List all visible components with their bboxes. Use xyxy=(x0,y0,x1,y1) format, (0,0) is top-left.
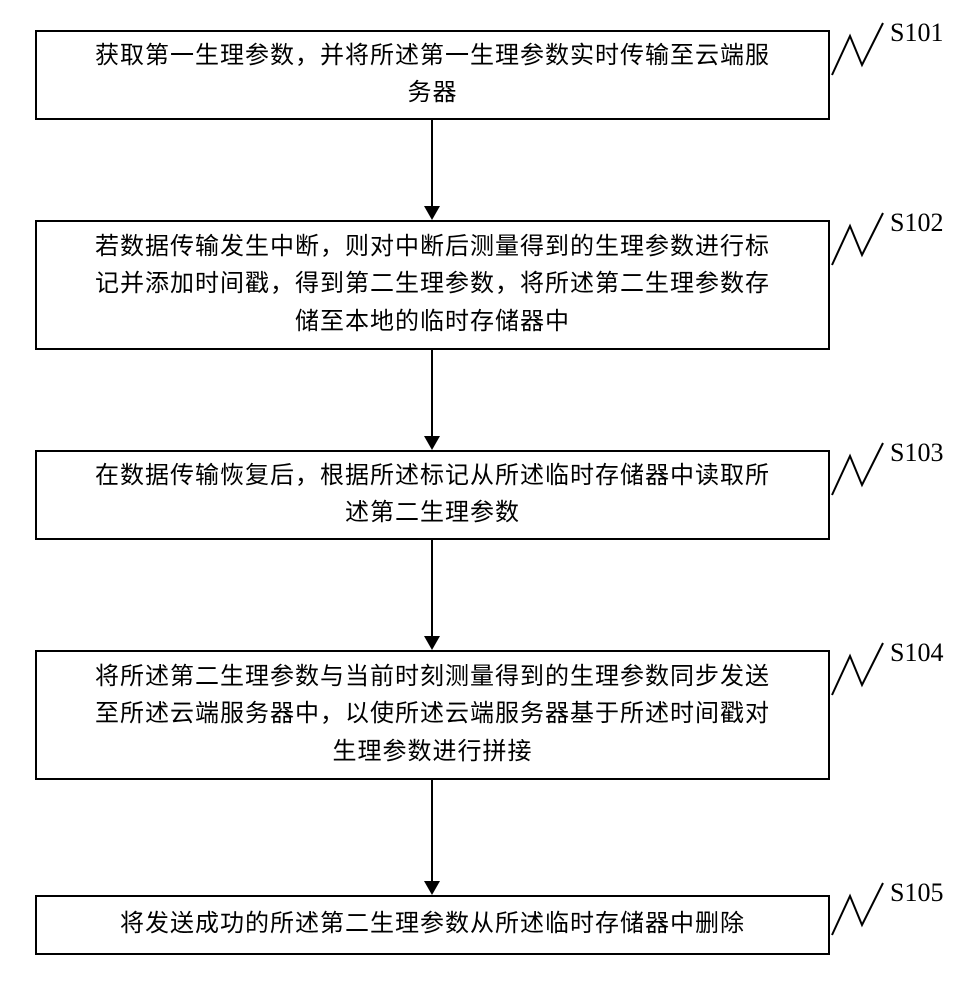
step-label-s105: S105 xyxy=(890,878,943,908)
zigzag-connector xyxy=(830,440,885,500)
step-label-s103: S103 xyxy=(890,438,943,468)
zigzag-connector xyxy=(830,640,885,700)
arrow-line xyxy=(431,780,433,881)
step-box-s105: 将发送成功的所述第二生理参数从所述临时存储器中删除 xyxy=(35,895,830,955)
step-box-s102: 若数据传输发生中断，则对中断后测量得到的生理参数进行标记并添加时间戳，得到第二生… xyxy=(35,220,830,350)
zigzag-icon xyxy=(830,640,885,700)
step-text: 将发送成功的所述第二生理参数从所述临时存储器中删除 xyxy=(120,906,745,943)
zigzag-icon xyxy=(830,880,885,940)
arrow-head-icon xyxy=(424,436,440,450)
step-box-s104: 将所述第二生理参数与当前时刻测量得到的生理参数同步发送至所述云端服务器中，以使所… xyxy=(35,650,830,780)
zigzag-icon xyxy=(830,210,885,270)
step-label-s104: S104 xyxy=(890,638,943,668)
step-label-s101: S101 xyxy=(890,18,943,48)
zigzag-connector xyxy=(830,880,885,940)
step-box-s103: 在数据传输恢复后，根据所述标记从所述临时存储器中读取所述第二生理参数 xyxy=(35,450,830,540)
zigzag-connector xyxy=(830,210,885,270)
arrow-head-icon xyxy=(424,881,440,895)
step-box-s101: 获取第一生理参数，并将所述第一生理参数实时传输至云端服务器 xyxy=(35,30,830,120)
zigzag-connector xyxy=(830,20,885,80)
arrow-head-icon xyxy=(424,206,440,220)
arrow-line xyxy=(431,540,433,636)
zigzag-icon xyxy=(830,440,885,500)
flowchart-canvas: 获取第一生理参数，并将所述第一生理参数实时传输至云端服务器 S101 若数据传输发生… xyxy=(0,0,955,1000)
step-text: 若数据传输发生中断，则对中断后测量得到的生理参数进行标记并添加时间戳，得到第二生… xyxy=(95,229,770,341)
arrow-line xyxy=(431,120,433,206)
arrow-head-icon xyxy=(424,636,440,650)
zigzag-icon xyxy=(830,20,885,80)
step-text: 获取第一生理参数，并将所述第一生理参数实时传输至云端服务器 xyxy=(95,38,770,112)
arrow-line xyxy=(431,350,433,436)
step-text: 在数据传输恢复后，根据所述标记从所述临时存储器中读取所述第二生理参数 xyxy=(95,458,770,532)
step-text: 将所述第二生理参数与当前时刻测量得到的生理参数同步发送至所述云端服务器中，以使所… xyxy=(95,659,770,771)
step-label-s102: S102 xyxy=(890,208,943,238)
